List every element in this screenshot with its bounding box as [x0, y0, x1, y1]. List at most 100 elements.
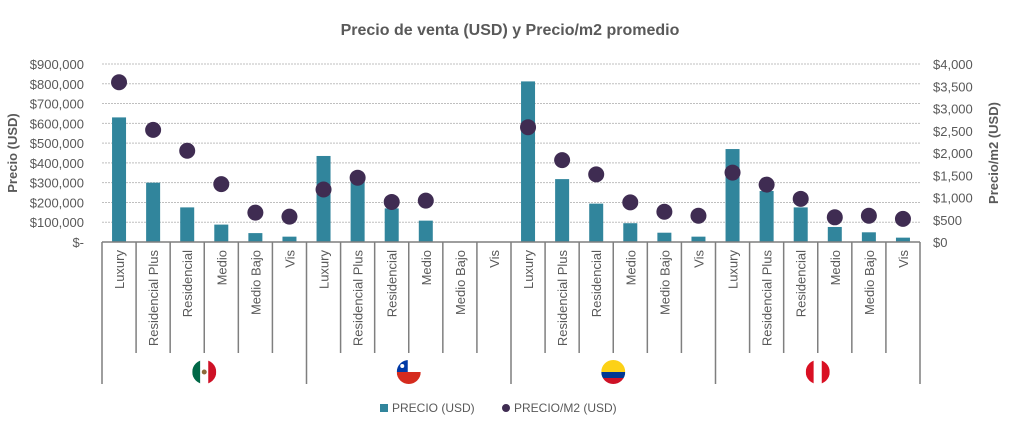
bar-colombia-3: [623, 223, 638, 242]
legend-label-precio: PRECIO (USD): [392, 401, 475, 415]
left-tick-label: $900,000: [30, 57, 84, 72]
flag-stripe: [601, 372, 626, 378]
flag-body: [396, 360, 421, 384]
right-tick-label: $500: [933, 213, 962, 228]
dot-peru-2: [792, 190, 809, 207]
dot-peru-5: [894, 210, 911, 227]
bar-mexico-5: [282, 236, 297, 242]
flag-stripe: [208, 360, 217, 384]
legend-label-precio-m2: PRECIO/M2 (USD): [514, 401, 617, 415]
flag-body: [601, 360, 626, 384]
category-label: Residencial Plus: [760, 250, 775, 347]
dot-peru-0: [724, 164, 741, 181]
left-axis-label: Precio (USD): [5, 113, 20, 192]
category-label: Residencial: [180, 250, 195, 317]
legend-swatch-precio-m2: [502, 404, 510, 412]
right-tick-label: $1,500: [933, 168, 973, 183]
chart-title: Precio de venta (USD) y Precio/m2 promed…: [341, 22, 680, 39]
bar-colombia-1: [555, 179, 570, 242]
bar-peru-5: [895, 237, 910, 242]
flag-body: [805, 360, 830, 384]
dot-colombia-1: [554, 152, 571, 169]
left-tick-label: $-: [72, 235, 84, 250]
bar-chile-2: [384, 208, 399, 242]
right-tick-label: $1,000: [933, 191, 973, 206]
mexico-flag-icon: [192, 360, 217, 384]
dot-mexico-2: [179, 142, 196, 159]
flag-stripe: [396, 372, 421, 384]
flag-emblem: [201, 369, 207, 375]
bar-colombia-0: [521, 81, 536, 242]
legend-swatch-precio: [380, 404, 388, 412]
bar-peru-1: [759, 190, 774, 242]
category-label: Medio Bajo: [862, 250, 877, 315]
flag-body: [192, 360, 217, 384]
category-label: Vis: [282, 250, 297, 268]
category-label: Residencial: [589, 250, 604, 317]
category-label: Medio: [623, 250, 638, 285]
dot-chile-0: [315, 181, 332, 198]
flag-stripe: [601, 360, 626, 372]
bar-colombia-5: [691, 236, 706, 242]
bar-series: [112, 81, 910, 242]
scatter-series: [111, 74, 911, 227]
category-label: Luxury: [317, 250, 332, 290]
bar-chile-0: [316, 155, 331, 242]
category-label: Residencial: [385, 250, 400, 317]
dot-mexico-0: [111, 74, 128, 91]
right-tick-label: $0: [933, 235, 947, 250]
left-tick-label: $500,000: [30, 136, 84, 151]
dot-colombia-0: [520, 119, 537, 136]
left-axis-ticks: $- $100,000 $200,000 $300,000 $400,000 $500,0…: [30, 57, 84, 250]
left-tick-label: $300,000: [30, 176, 84, 191]
left-tick-label: $700,000: [30, 97, 84, 112]
bar-colombia-2: [589, 203, 604, 242]
category-axis: Luxury Residencial Plus Residencial Medio Me…: [101, 241, 921, 384]
flag-stripe: [813, 360, 822, 384]
dot-colombia-5: [690, 207, 707, 224]
category-label: Luxury: [726, 250, 741, 290]
flag-stripe: [192, 360, 201, 384]
bar-mexico-4: [248, 233, 263, 242]
right-tick-label: $4,000: [933, 57, 973, 72]
bar-mexico-0: [112, 117, 127, 242]
right-axis-label: Precio/m2 (USD): [986, 102, 1001, 204]
right-tick-label: $2,000: [933, 146, 973, 161]
dot-mexico-1: [145, 121, 162, 138]
category-label: Medio: [828, 250, 843, 285]
right-tick-label: $3,500: [933, 79, 973, 94]
left-tick-label: $200,000: [30, 195, 84, 210]
gridlines: [102, 63, 920, 223]
flag-star: [400, 364, 405, 368]
country-flags: [192, 360, 830, 384]
right-axis-ticks: $0 $500 $1,000 $1,500 $2,000 $2,500 $3,000 $3,5…: [933, 57, 973, 250]
left-tick-label: $100,000: [30, 215, 84, 230]
dot-chile-1: [349, 169, 366, 186]
colombia-flag-icon: [601, 360, 626, 384]
bar-peru-0: [725, 149, 740, 242]
chile-flag-icon: [396, 360, 421, 384]
category-label: Luxury: [112, 250, 127, 290]
dot-mexico-5: [281, 208, 298, 225]
bar-mexico-1: [146, 182, 161, 242]
left-tick-label: $600,000: [30, 116, 84, 131]
flag-stripe: [805, 360, 814, 384]
dot-colombia-2: [588, 166, 605, 183]
bar-colombia-4: [657, 232, 672, 242]
right-tick-label: $2,500: [933, 124, 973, 139]
category-label: Medio Bajo: [453, 250, 468, 315]
bar-chile-1: [350, 178, 365, 242]
dot-colombia-3: [622, 194, 639, 211]
category-label: Medio Bajo: [248, 250, 263, 315]
dot-peru-1: [758, 176, 775, 193]
legend: PRECIO (USD) PRECIO/M2 (USD): [380, 401, 617, 415]
dot-mexico-4: [247, 204, 264, 221]
dot-colombia-4: [656, 203, 673, 220]
category-label: Residencial: [794, 250, 809, 317]
category-label: Residencial Plus: [146, 250, 161, 347]
category-label: Vis: [487, 250, 502, 268]
left-tick-label: $400,000: [30, 156, 84, 171]
flag-stripe: [821, 360, 830, 384]
peru-flag-icon: [805, 360, 830, 384]
